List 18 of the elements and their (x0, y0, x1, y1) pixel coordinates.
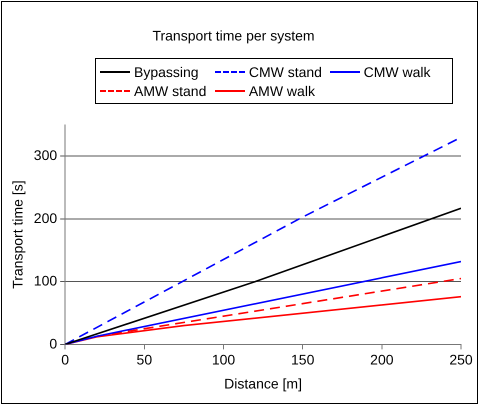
y-tick-label: 0 (49, 335, 58, 352)
y-tick-label: 200 (34, 210, 58, 226)
y-tick-label: 100 (34, 272, 58, 289)
x-tick-label: 50 (136, 352, 152, 368)
x-tick-label: 150 (290, 352, 315, 368)
legend-label: AMW stand (134, 82, 206, 98)
legend-label: CMW walk (364, 64, 431, 80)
x-tick-label: 0 (61, 352, 70, 368)
legend-label: AMW walk (248, 82, 315, 98)
x-tick-label: 100 (212, 352, 236, 368)
legend-label: Bypassing (134, 64, 199, 80)
x-axis-title: Distance [m] (224, 375, 302, 392)
legend-label: CMW stand (248, 64, 322, 80)
y-tick-label: 300 (34, 147, 58, 164)
x-tick-label: 250 (449, 352, 473, 368)
y-axis-title: Transport time [s] (9, 180, 26, 289)
chart-title: Transport time per system (152, 27, 315, 44)
x-tick-label: 200 (370, 352, 394, 368)
